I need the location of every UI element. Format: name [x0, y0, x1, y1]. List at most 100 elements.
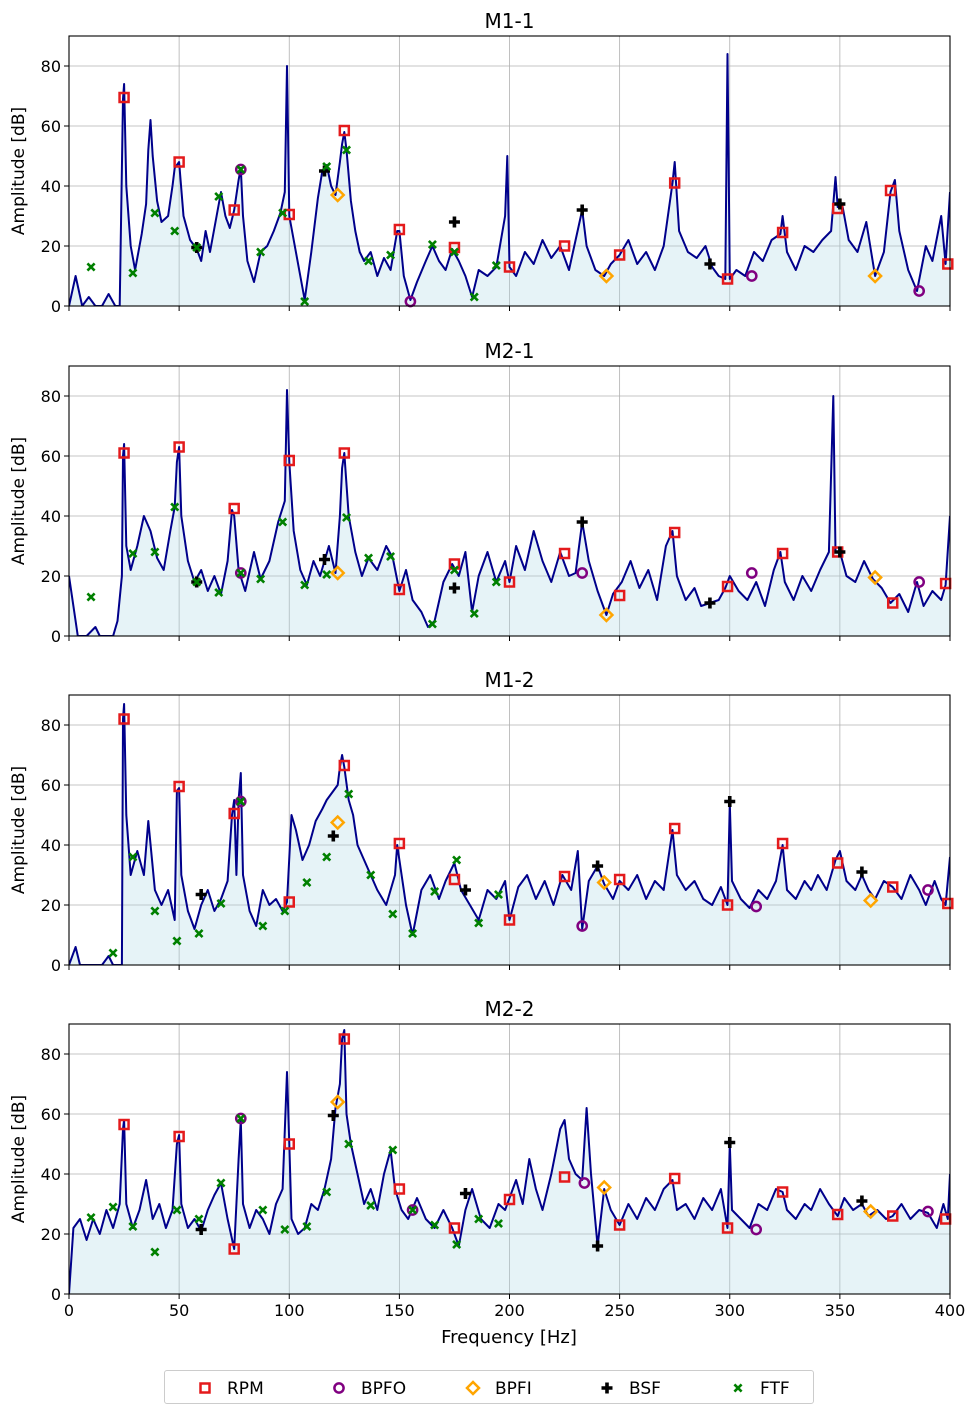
marker-ftf [170, 502, 180, 512]
marker-ftf [236, 164, 246, 175]
y-tick-label: 0 [51, 956, 61, 975]
marker-bsf [448, 216, 460, 228]
legend-marker-ftf [733, 1383, 743, 1393]
y-tick-label: 20 [41, 237, 61, 256]
marker-bpfo [913, 285, 926, 297]
spectrum-line [69, 389, 950, 636]
marker-rpm [173, 156, 185, 168]
legend-item-bsf: BSF [601, 1379, 661, 1399]
marker-ftf [364, 553, 374, 563]
marker-bsf [448, 582, 460, 594]
marker-bpfo [750, 1223, 763, 1236]
marker-rpm [721, 1222, 734, 1234]
marker-ftf [128, 548, 138, 559]
marker-ftf [302, 1221, 312, 1232]
marker-ftf [128, 1221, 138, 1232]
y-tick-label: 60 [41, 117, 61, 136]
marker-ftf [474, 1214, 484, 1224]
marker-ftf [150, 906, 160, 916]
y-axis-label: Amplitude [dB] [9, 107, 29, 235]
marker-bsf [856, 1195, 868, 1207]
marker-rpm [831, 857, 844, 869]
marker-ftf [427, 239, 437, 250]
marker-ftf [408, 928, 418, 939]
marker-rpm [503, 1193, 516, 1206]
marker-rpm [338, 447, 351, 459]
marker-bpfi [598, 268, 615, 284]
marker-rpm [776, 547, 789, 560]
marker-ftf [256, 247, 266, 257]
marker-bpfi [329, 187, 346, 203]
marker-ftf [344, 1139, 354, 1149]
x-axis-label: Frequency [Hz] [441, 1327, 577, 1348]
marker-rpm [228, 502, 240, 515]
marker-ftf [322, 161, 332, 172]
panel-title: M2-2 [485, 997, 535, 1021]
marker-bsf [834, 198, 846, 210]
marker-rpm [776, 1186, 789, 1198]
legend-label: RPM [227, 1379, 264, 1399]
legend-label: BPFI [495, 1379, 532, 1399]
marker-ftf [258, 921, 268, 931]
legend-label: FTF [760, 1379, 790, 1399]
y-tick-label: 60 [41, 776, 61, 795]
marker-bsf [195, 889, 207, 900]
marker-ftf [150, 1247, 160, 1257]
marker-rpm [393, 583, 406, 596]
y-tick-label: 20 [41, 1225, 61, 1244]
marker-bsf [592, 1240, 604, 1252]
legend-marker-bpfi [465, 1380, 481, 1396]
marker-rpm [393, 1183, 406, 1195]
marker-ftf [150, 547, 160, 557]
marker-rpm [173, 441, 185, 453]
marker-ftf [452, 1239, 462, 1250]
y-tick-label: 20 [41, 896, 61, 915]
marker-ftf [344, 789, 354, 799]
marker-bpfo [234, 567, 247, 579]
marker-ftf [386, 551, 396, 562]
marker-ftf [86, 592, 96, 602]
marker-rpm [338, 124, 351, 137]
marker-ftf [427, 619, 437, 629]
marker-bsf [576, 204, 588, 216]
legend-marker-bpfo [333, 1382, 345, 1394]
marker-bpfi [329, 814, 346, 831]
spectrum-fill [69, 390, 950, 636]
legend-item-bpfi: BPFI [465, 1379, 532, 1399]
marker-rpm [228, 204, 240, 216]
marker-bsf [459, 884, 471, 896]
marker-bpfo [234, 1112, 247, 1125]
marker-ftf [258, 1205, 268, 1215]
marker-ftf [108, 1202, 118, 1212]
marker-rpm [558, 547, 571, 560]
marker-ftf [491, 577, 501, 587]
y-tick-label: 0 [51, 627, 61, 646]
marker-rpm [613, 1219, 626, 1231]
marker-ftf [278, 517, 288, 527]
marker-bpfi [862, 892, 879, 909]
marker-ftf [469, 608, 479, 619]
marker-rpm [886, 597, 899, 609]
y-axis-label: Amplitude [dB] [9, 437, 29, 565]
marker-rpm [228, 1243, 240, 1255]
marker-ftf [386, 250, 396, 260]
y-tick-label: 80 [41, 57, 61, 76]
y-axis-label: Amplitude [dB] [9, 766, 29, 894]
marker-rpm [283, 454, 295, 467]
marker-ftf [172, 1205, 182, 1215]
spectrum-line [69, 703, 950, 965]
y-tick-label: 40 [41, 836, 61, 855]
y-tick-label: 40 [41, 1165, 61, 1184]
marker-ftf [449, 565, 459, 575]
marker-bsf [195, 1224, 207, 1235]
marker-bpfi [329, 565, 346, 581]
marker-rpm [173, 780, 185, 793]
panel-title: M1-1 [485, 9, 535, 33]
marker-ftf [194, 1214, 204, 1224]
marker-ftf [128, 852, 138, 862]
marker-bsf [592, 860, 604, 872]
marker-ftf [322, 1187, 332, 1197]
marker-bpfo [922, 1205, 934, 1218]
marker-rpm [721, 899, 734, 911]
